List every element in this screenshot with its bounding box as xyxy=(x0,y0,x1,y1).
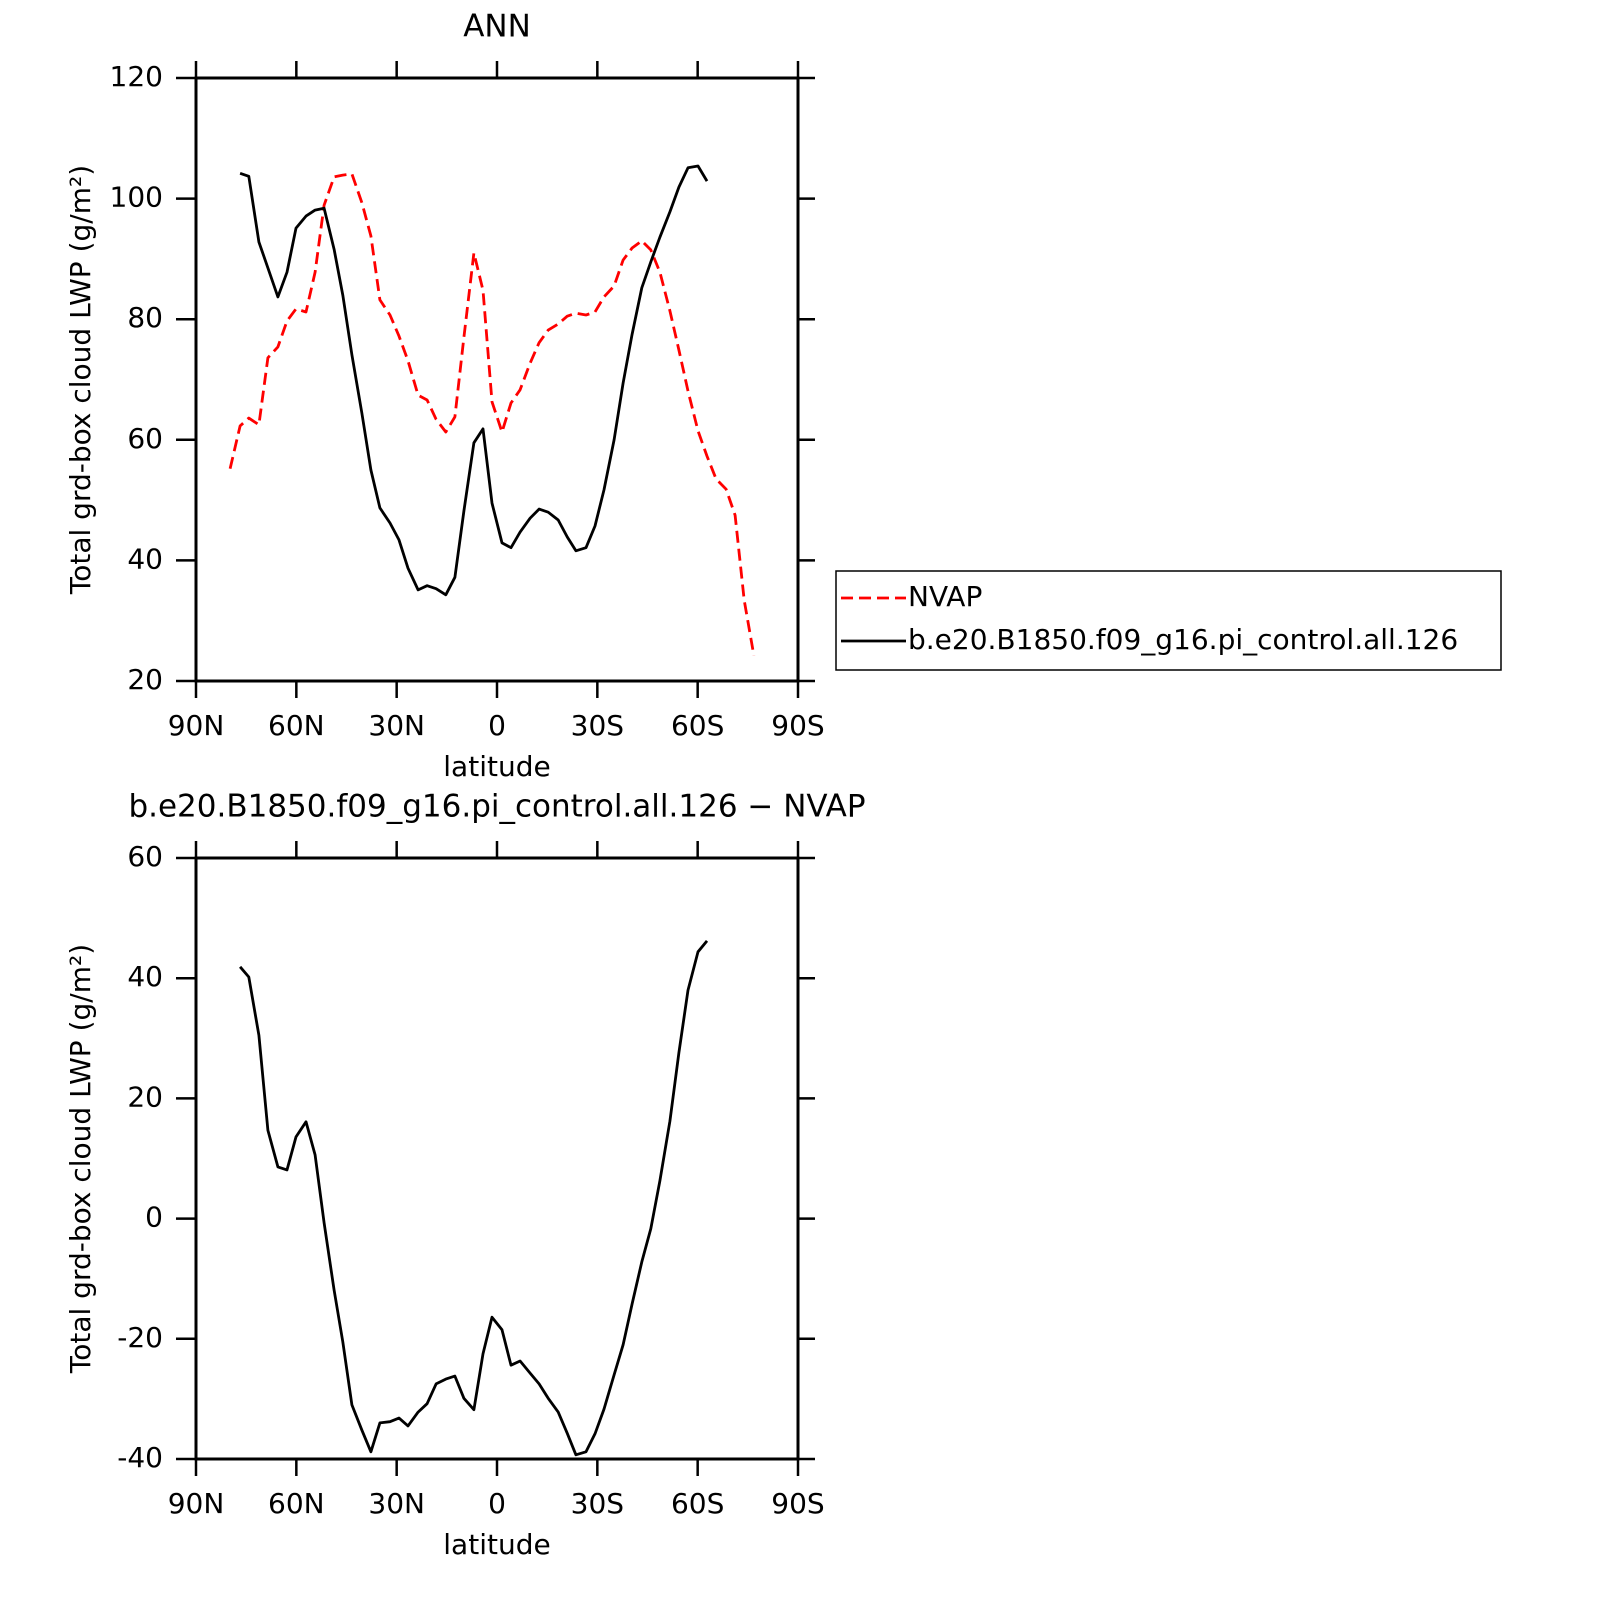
x-tick-label: 90S xyxy=(771,709,824,742)
legend-label: b.e20.B1850.f09_g16.pi_control.all.126 xyxy=(908,623,1458,656)
chart-title: ANN xyxy=(463,9,531,45)
y-tick-label: 80 xyxy=(127,301,163,334)
x-tick-label: 60S xyxy=(671,709,724,742)
y-tick-label: -40 xyxy=(117,1441,163,1474)
y-tick-label: 100 xyxy=(110,181,163,214)
x-tick-label: 30N xyxy=(368,1487,425,1520)
x-axis-label: latitude xyxy=(443,750,550,783)
y-axis-label: Total grd-box cloud LWP (g/m²) xyxy=(64,944,97,1374)
x-tick-label: 30S xyxy=(571,1487,624,1520)
data-line xyxy=(239,940,709,1457)
y-tick-label: 20 xyxy=(127,663,163,696)
y-axis-label: Total grd-box cloud LWP (g/m²) xyxy=(64,165,97,595)
y-tick-label: -20 xyxy=(117,1321,163,1354)
legend-box xyxy=(835,570,1502,671)
x-tick-label: 0 xyxy=(488,1487,506,1520)
legend-label: NVAP xyxy=(908,580,982,613)
x-tick-label: 90N xyxy=(168,709,225,742)
x-tick-label: 30N xyxy=(368,709,425,742)
y-tick-label: 0 xyxy=(145,1201,163,1234)
y-tick-label: 60 xyxy=(127,840,163,873)
y-tick-label: 20 xyxy=(127,1080,163,1113)
y-tick-label: 60 xyxy=(127,422,163,455)
x-tick-label: 30S xyxy=(571,709,624,742)
data-line xyxy=(239,164,709,597)
x-tick-label: 60N xyxy=(268,1487,325,1520)
y-tick-label: 40 xyxy=(127,960,163,993)
x-tick-label: 90S xyxy=(771,1487,824,1520)
plot-frame xyxy=(194,76,800,683)
x-axis-label: latitude xyxy=(443,1528,550,1561)
x-tick-label: 60N xyxy=(268,709,325,742)
y-tick-label: 120 xyxy=(110,60,163,93)
data-line xyxy=(228,172,756,656)
plot-frame xyxy=(194,856,800,1461)
y-tick-label: 40 xyxy=(127,542,163,575)
x-tick-label: 60S xyxy=(671,1487,724,1520)
x-tick-label: 0 xyxy=(488,709,506,742)
chart-title: b.e20.B1850.f09_g16.pi_control.all.126 −… xyxy=(128,789,865,825)
x-tick-label: 90N xyxy=(168,1487,225,1520)
